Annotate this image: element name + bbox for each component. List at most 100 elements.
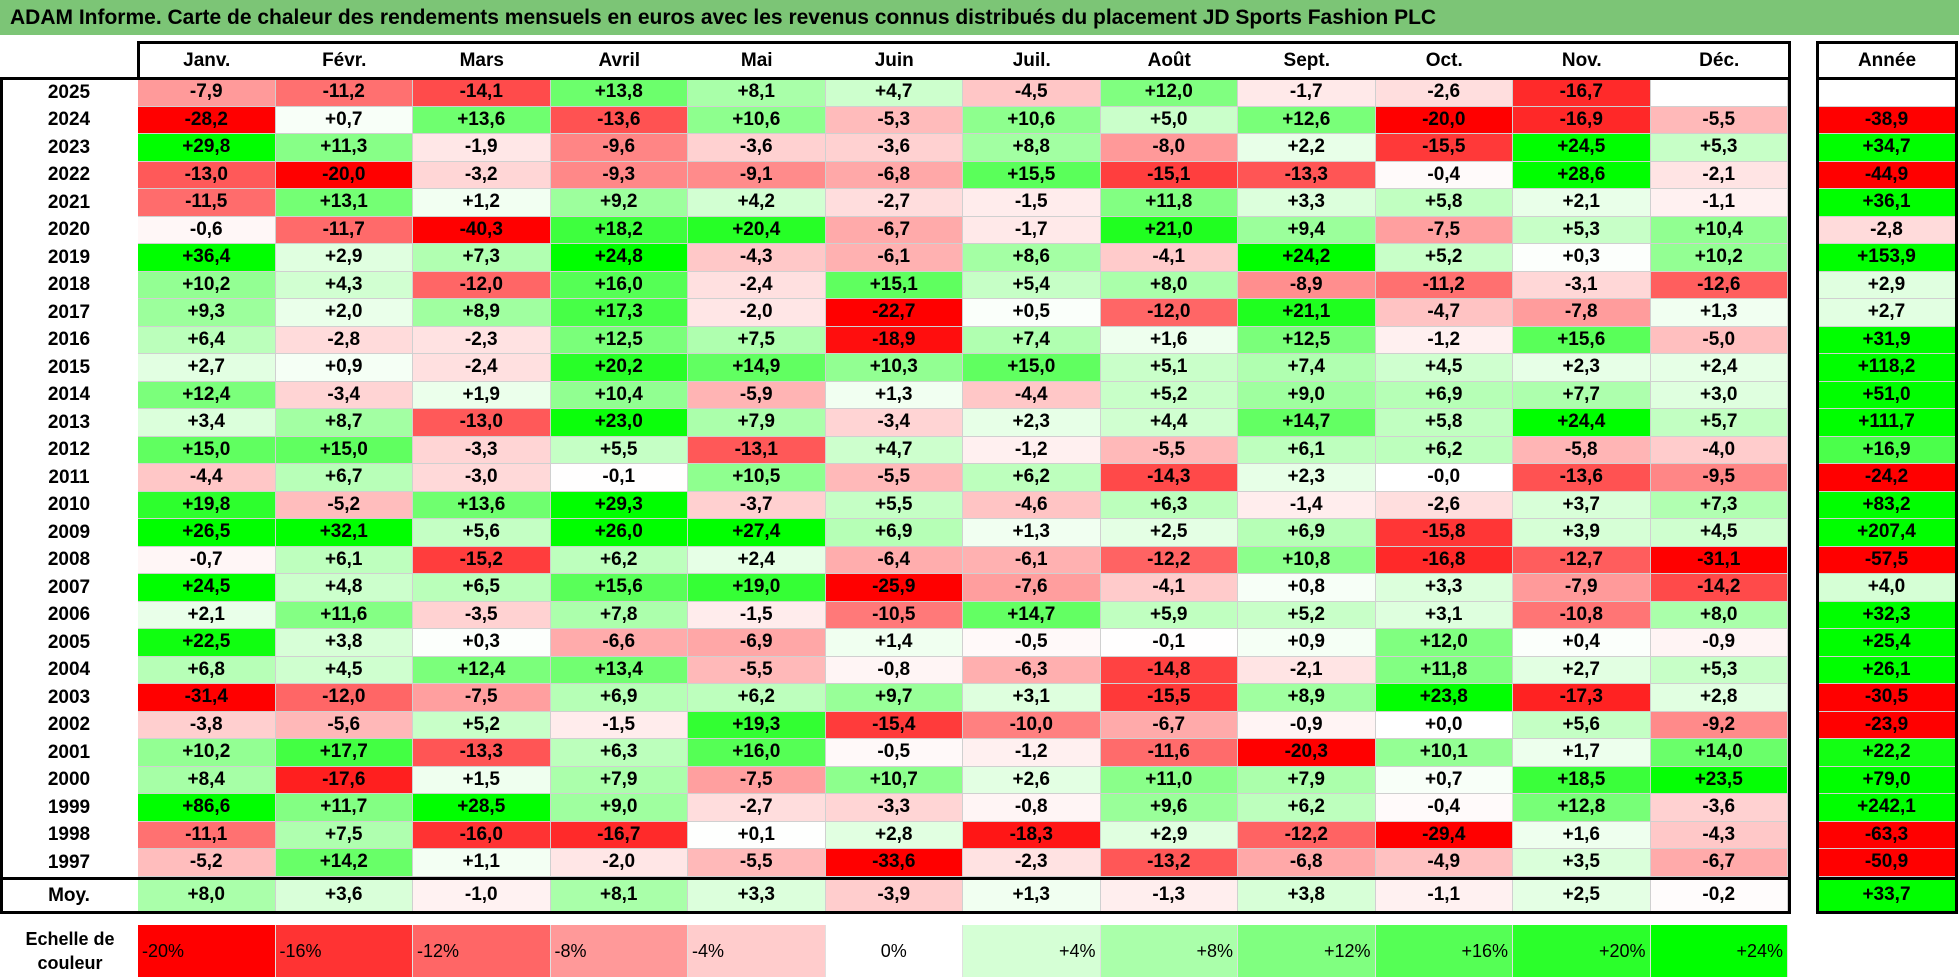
heatmap-cell: -16,9 [1513,106,1651,134]
heatmap-cell: +5,2 [1100,381,1238,409]
row-label: 1998 [47,824,91,846]
annual-cell: +22,2 [1818,739,1956,767]
heatmap-cell: -0,0 [1375,464,1513,492]
heatmap-cell: -6,4 [825,546,963,574]
annual-average-separator [1816,876,1958,880]
heatmap-cell: +19,8 [138,491,276,519]
heatmap-cell: +2,6 [963,766,1101,794]
heatmap-cell: -20,0 [275,161,413,189]
heatmap-cell: +16,0 [550,271,688,299]
heatmap-cell: +26,5 [138,519,276,547]
heatmap-cell: +0,1 [688,821,826,849]
heatmap-cell: -33,6 [825,849,963,877]
heatmap-cell: +16,0 [688,739,826,767]
heatmap-cell: +15,0 [275,436,413,464]
heatmap-cell: +28,5 [413,794,551,822]
heatmap-cell: -16,7 [1513,79,1651,107]
heatmap-cell: +13,8 [550,79,688,107]
row-label: 2010 [47,494,91,516]
annual-cell: -50,9 [1818,849,1956,877]
heatmap-cell: -11,2 [1375,271,1513,299]
row-label: 2022 [47,164,91,186]
heatmap-cell: +10,2 [138,739,276,767]
heatmap-cell: -16,8 [1375,546,1513,574]
heatmap-cell: +13,1 [275,189,413,217]
column-header-7: Juil. [1012,49,1051,71]
row-label: 2019 [47,246,91,268]
row-label: 2002 [47,714,91,736]
heatmap-cell: +15,0 [138,436,276,464]
heatmap-cell: +3,5 [1513,849,1651,877]
heatmap-cell: -5,5 [688,849,826,877]
heatmap-cell: +20,2 [550,354,688,382]
heatmap-cell: +18,5 [1513,766,1651,794]
average-cell: -1,0 [413,879,551,912]
heatmap-cell: -9,5 [1650,464,1788,492]
heatmap-cell: -2,3 [413,326,551,354]
heatmap-cell: -5,5 [1100,436,1238,464]
heatmap-cell: -3,0 [413,464,551,492]
heatmap-cell: +15,1 [825,271,963,299]
row-label: 2007 [47,576,91,598]
heatmap-cell: -15,8 [1375,519,1513,547]
heatmap-cell: +6,1 [275,546,413,574]
heatmap-cell: +0,9 [275,354,413,382]
heatmap-cell: +2,1 [138,601,276,629]
heatmap-cell: -6,7 [1650,849,1788,877]
heatmap-cell: +0,4 [1513,629,1651,657]
heatmap-cell: +6,7 [275,464,413,492]
heatmap-cell: +23,0 [550,409,688,437]
color-scale-swatch: +12% [1238,925,1376,977]
heatmap-cell: +6,2 [1375,436,1513,464]
heatmap-cell: +1,4 [825,629,963,657]
annual-cell: +16,9 [1818,436,1956,464]
heatmap-cell: +10,8 [1238,546,1376,574]
heatmap-cell: -8,9 [1238,271,1376,299]
heatmap-cell: -29,4 [1375,821,1513,849]
row-label: 2003 [47,686,91,708]
heatmap-cell: +2,0 [275,299,413,327]
heatmap-cell: -5,2 [275,491,413,519]
heatmap-cell: +2,9 [1100,821,1238,849]
heatmap-cell: +12,4 [413,656,551,684]
row-label: 2005 [47,631,91,653]
heatmap-cell: +10,1 [1375,739,1513,767]
heatmap-cell: -1,5 [550,711,688,739]
heatmap-cell: +12,5 [550,326,688,354]
heatmap-cell: +3,1 [1375,601,1513,629]
annual-cell: +25,4 [1818,629,1956,657]
heatmap-cell: -12,0 [413,271,551,299]
heatmap-cell: -11,6 [1100,739,1238,767]
heatmap-cell: -14,2 [1650,574,1788,602]
heatmap-cell: -7,6 [963,574,1101,602]
color-scale-swatch: -16% [275,925,413,977]
annual-cell: +242,1 [1818,794,1956,822]
heatmap-cell: +18,2 [550,216,688,244]
heatmap-cell: -0,1 [1100,629,1238,657]
heatmap-cell: -20,0 [1375,106,1513,134]
heatmap-cell: +8,7 [275,409,413,437]
heatmap-cell: -11,7 [275,216,413,244]
color-scale-swatch: -8% [550,925,688,977]
heatmap-cell: -1,2 [963,436,1101,464]
heatmap-cell: +0,9 [1238,629,1376,657]
heatmap-cell: +10,6 [688,106,826,134]
annual-cell: +2,7 [1818,299,1956,327]
heatmap-cell: +5,9 [1100,601,1238,629]
heatmap-cell: +5,2 [413,711,551,739]
heatmap-cell: -1,5 [688,601,826,629]
heatmap-cell: -5,2 [138,849,276,877]
heatmap-cell: -2,7 [688,794,826,822]
heatmap-cell: -2,3 [963,849,1101,877]
heatmap-cell: +5,6 [1513,711,1651,739]
heatmap-cell: +8,8 [963,134,1101,162]
heatmap-cell: +4,2 [688,189,826,217]
heatmap-cell: +1,9 [413,381,551,409]
heatmap-cell: +8,0 [1100,271,1238,299]
heatmap-cell: -5,0 [1650,326,1788,354]
heatmap-cell: -6,3 [963,656,1101,684]
annual-cell: +34,7 [1818,134,1956,162]
heatmap-cell: -11,5 [138,189,276,217]
heatmap-cell: +24,2 [1238,244,1376,272]
heatmap-cell: -12,2 [1238,821,1376,849]
